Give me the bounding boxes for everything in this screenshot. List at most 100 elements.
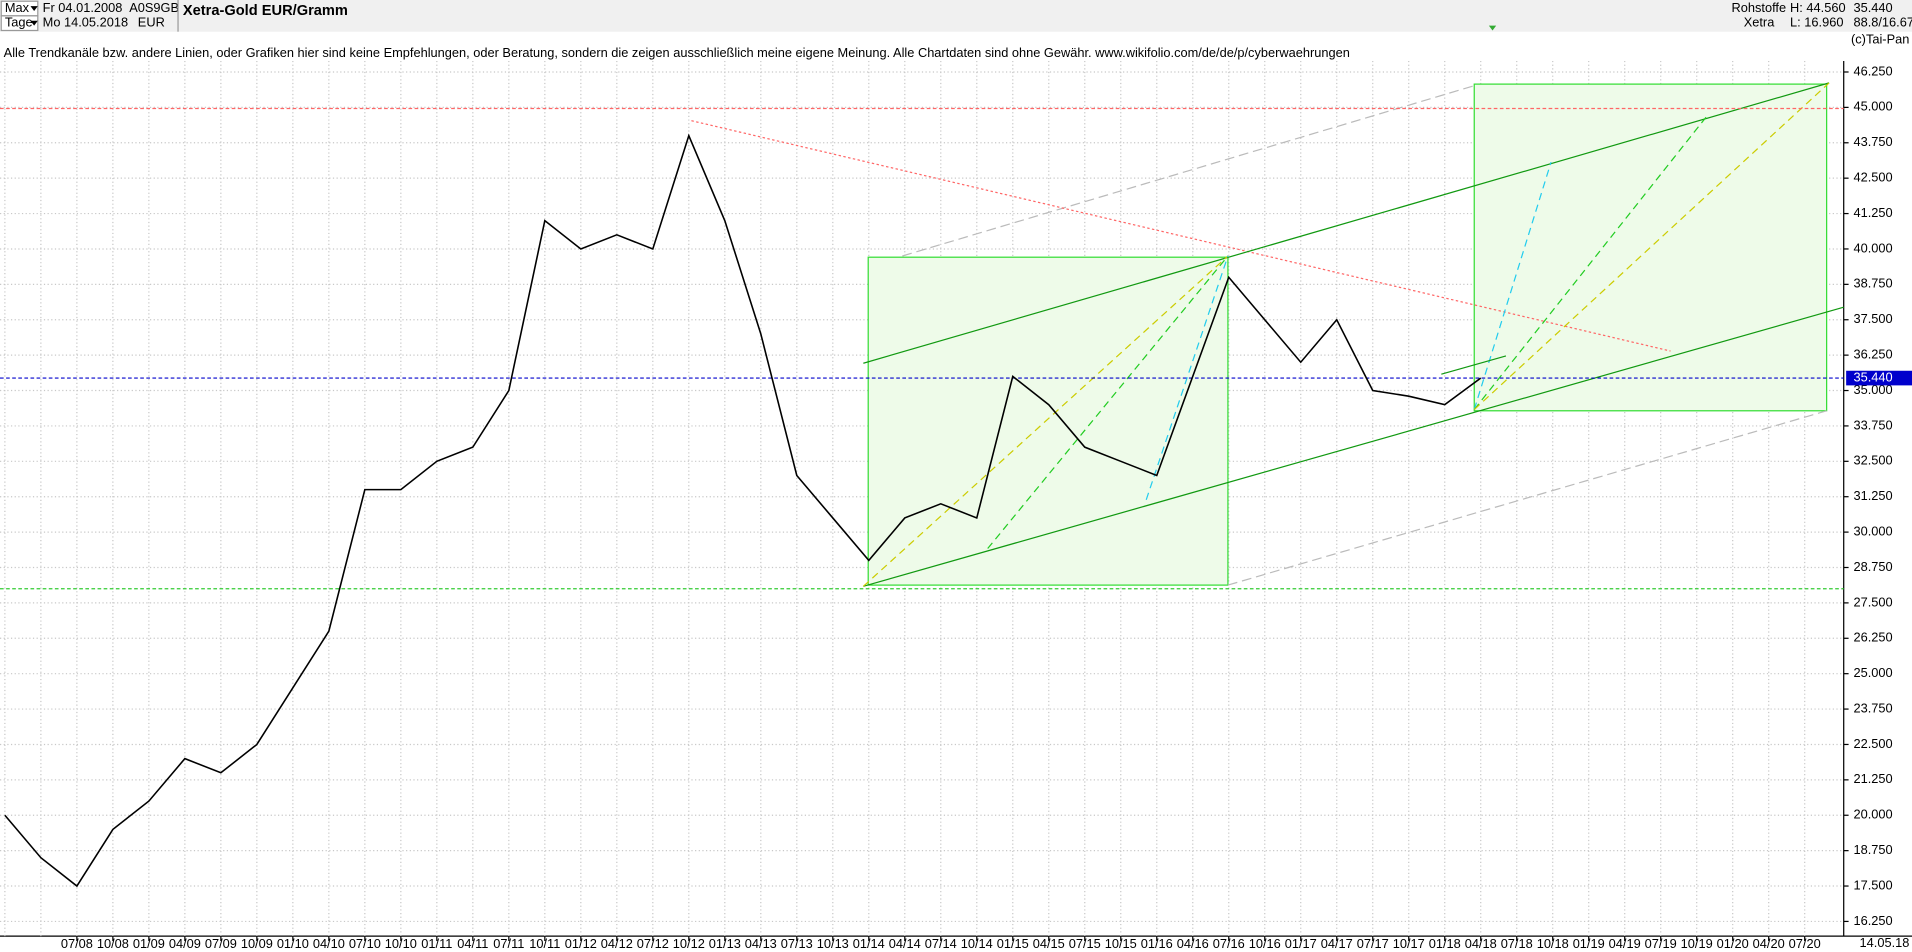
x-tick-label: 04/13 bbox=[745, 936, 777, 951]
y-tick-label: 28.750 bbox=[1853, 559, 1892, 574]
range: Max bbox=[5, 0, 30, 15]
x-tick-label: 01/13 bbox=[709, 936, 741, 951]
y-tick-label: 18.750 bbox=[1853, 842, 1892, 857]
x-tick-label: 01/15 bbox=[997, 936, 1029, 951]
x-tick-label: 01/16 bbox=[1141, 936, 1173, 951]
x-tick-label: 07/17 bbox=[1357, 936, 1389, 951]
x-tick-label: 10/08 bbox=[97, 936, 129, 951]
y-tick-label: 23.750 bbox=[1853, 700, 1892, 715]
plot: 35.440 bbox=[0, 107, 1912, 888]
y-tick-label: 37.500 bbox=[1853, 311, 1892, 326]
x-tick-label: 04/12 bbox=[601, 936, 633, 951]
y-tick-label: 35.000 bbox=[1853, 382, 1892, 397]
title: Xetra-Gold EUR/Gramm bbox=[183, 3, 348, 19]
x-tick-label: 10/11 bbox=[529, 936, 560, 951]
sector: Rohstoffe bbox=[1732, 0, 1787, 15]
x-tick-label: 04/10 bbox=[313, 936, 345, 951]
y-tick-label: 43.750 bbox=[1853, 134, 1892, 149]
y-tick-label: 32.500 bbox=[1853, 453, 1892, 468]
x-tick-label: 07/09 bbox=[205, 936, 237, 951]
x-tick-label: 01/19 bbox=[1573, 936, 1605, 951]
annotations bbox=[691, 82, 1844, 587]
y-tick-label: 36.250 bbox=[1853, 347, 1892, 362]
box bbox=[1473, 83, 1828, 412]
reference-label-box bbox=[1846, 370, 1912, 386]
y-tick-label: 41.250 bbox=[1853, 205, 1892, 220]
y-tick-label: 26.250 bbox=[1853, 630, 1892, 645]
fan-line bbox=[1145, 255, 1229, 500]
y-tick-label: 46.250 bbox=[1853, 63, 1892, 78]
y-tick-label: 42.500 bbox=[1853, 170, 1892, 185]
y-tick-label: 45.000 bbox=[1853, 99, 1892, 114]
x-tick-label: 10/13 bbox=[817, 936, 849, 951]
trend-line bbox=[1227, 410, 1827, 586]
x-tick-label: 10/16 bbox=[1249, 936, 1281, 951]
channel-line bbox=[1441, 355, 1507, 375]
x-tick-label: 04/11 bbox=[457, 936, 488, 951]
x-tick-label: 04/09 bbox=[169, 936, 201, 951]
x-tick-label: 04/16 bbox=[1177, 936, 1209, 951]
last-date: 14.05.18 bbox=[1860, 935, 1910, 950]
channel-line bbox=[863, 306, 1844, 587]
fan-line bbox=[1473, 115, 1708, 410]
x-tick-label: 07/16 bbox=[1213, 936, 1245, 951]
header-bar bbox=[0, 0, 1912, 32]
x-tick-label: 07/11 bbox=[493, 936, 524, 951]
y-tick-label: 22.500 bbox=[1853, 736, 1892, 751]
x-tick-label: 04/18 bbox=[1465, 936, 1497, 951]
x-tick-label: 10/15 bbox=[1105, 936, 1137, 951]
x-tick-label: 04/17 bbox=[1321, 936, 1353, 951]
x-tick-label: 10/17 bbox=[1393, 936, 1425, 951]
x-tick-label: 10/10 bbox=[385, 936, 417, 951]
unit-select[interactable] bbox=[0, 15, 39, 32]
x-tick-label: 01/09 bbox=[133, 936, 165, 951]
y-tick-label: 30.000 bbox=[1853, 523, 1892, 538]
y-tick-label: 16.250 bbox=[1853, 913, 1892, 928]
marker bbox=[1488, 25, 1497, 31]
x-tick-label: 07/18 bbox=[1501, 936, 1533, 951]
y-tick-label: 17.500 bbox=[1853, 877, 1892, 892]
date-to: Mo 14.05.2018 bbox=[43, 15, 128, 30]
exchange: Xetra bbox=[1744, 15, 1775, 30]
trend-line bbox=[902, 84, 1476, 257]
fan-line bbox=[1473, 161, 1552, 410]
channel-line bbox=[863, 82, 1830, 364]
x-tick-label: 07/13 bbox=[781, 936, 813, 951]
x-tick-label: 07/15 bbox=[1069, 936, 1101, 951]
x-tick-label: 10/14 bbox=[961, 936, 993, 951]
x-tick-label: 07/12 bbox=[637, 936, 669, 951]
x-tick-label: 04/20 bbox=[1753, 936, 1785, 951]
x-tick-label: 07/14 bbox=[925, 936, 957, 951]
disclaimer: Alle Trendkanäle bzw. andere Linien, ode… bbox=[4, 45, 1350, 60]
x-tick-label: 07/10 bbox=[349, 936, 381, 951]
high: H: 44.560 bbox=[1790, 0, 1846, 15]
x-tick-label: 10/19 bbox=[1681, 936, 1713, 951]
y-tick-label: 25.000 bbox=[1853, 665, 1892, 680]
x-tick-label: 01/10 bbox=[277, 936, 309, 951]
x-tick-label: 01/11 bbox=[421, 936, 452, 951]
x-tick-label: 01/20 bbox=[1717, 936, 1749, 951]
dropdown-arrow bbox=[30, 6, 38, 11]
copyright: (c)Tai-Pan bbox=[1851, 32, 1909, 47]
trend-line bbox=[691, 120, 1671, 352]
ratio: 88.8/16.67 bbox=[1853, 15, 1912, 30]
y-tick-label: 38.750 bbox=[1853, 276, 1892, 291]
x-tick-label: 07/19 bbox=[1645, 936, 1677, 951]
x-tick-label: 10/09 bbox=[241, 936, 273, 951]
x-tick-label: 10/18 bbox=[1537, 936, 1569, 951]
x-tick-label: 07/20 bbox=[1789, 936, 1821, 951]
dropdown-arrow bbox=[30, 20, 38, 26]
x-tick-label: 01/18 bbox=[1429, 936, 1461, 951]
price-line bbox=[4, 133, 1482, 888]
fan-line bbox=[862, 255, 1229, 587]
x-tick-label: 07/08 bbox=[61, 936, 93, 951]
y-tick-label: 27.500 bbox=[1853, 594, 1892, 609]
reference-label: 35.440 bbox=[1853, 369, 1892, 384]
y-tick-label: 20.000 bbox=[1853, 807, 1892, 822]
currency: EUR bbox=[138, 15, 165, 30]
x-tick-label: 04/15 bbox=[1033, 936, 1065, 951]
low: L: 16.960 bbox=[1790, 15, 1843, 30]
fan-line bbox=[1473, 82, 1830, 411]
